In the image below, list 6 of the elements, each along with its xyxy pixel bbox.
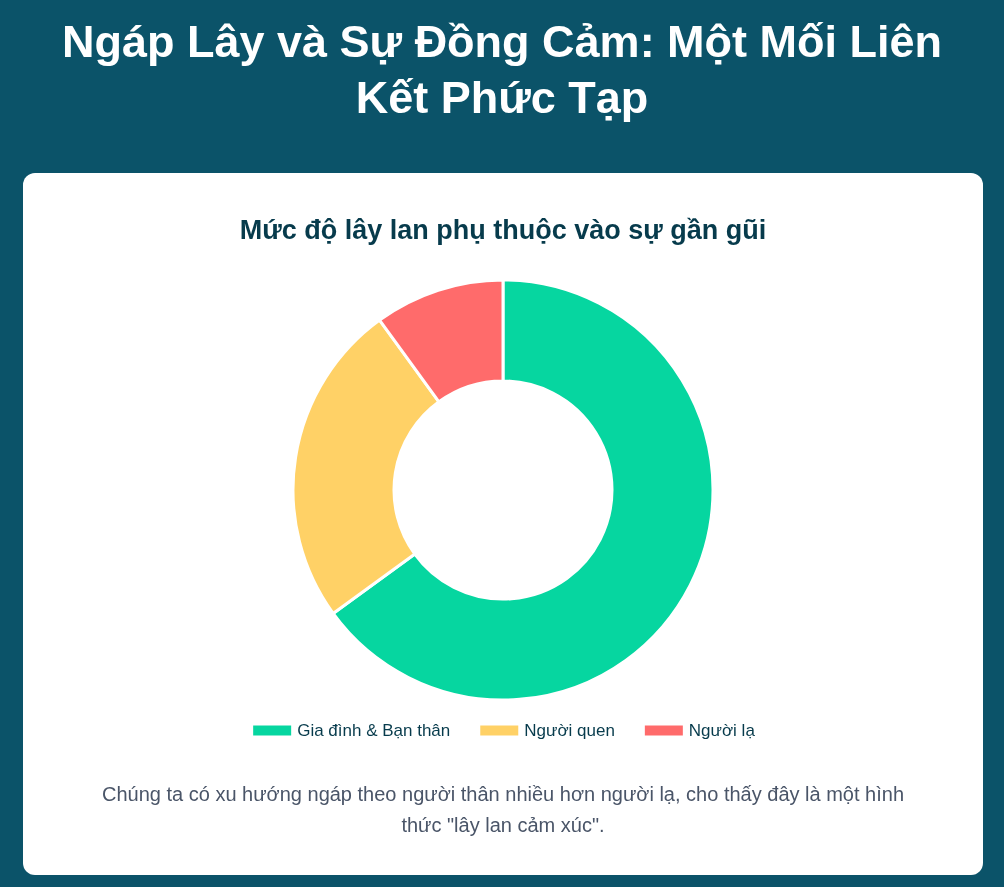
legend-label: Người quen bbox=[524, 721, 615, 740]
legend-label: Gia đình & Bạn thân bbox=[297, 721, 451, 740]
text: Chúng ta có xu hướng ngáp theo người thân nhiều hơn người lạ, cho thấy đây là một hình thức "lây lan cảm xúc". bbox=[101, 782, 905, 838]
legend-label: Người lạ bbox=[688, 721, 756, 740]
chart-title: Ngáp Lây và Sự Đồng Cảm: Một Mối Liên Kết Phức Tạp bbox=[60, 15, 944, 125]
chart-subtitle: Mức độ lây lan phụ thuộc vào sự gần gũi bbox=[238, 214, 768, 247]
